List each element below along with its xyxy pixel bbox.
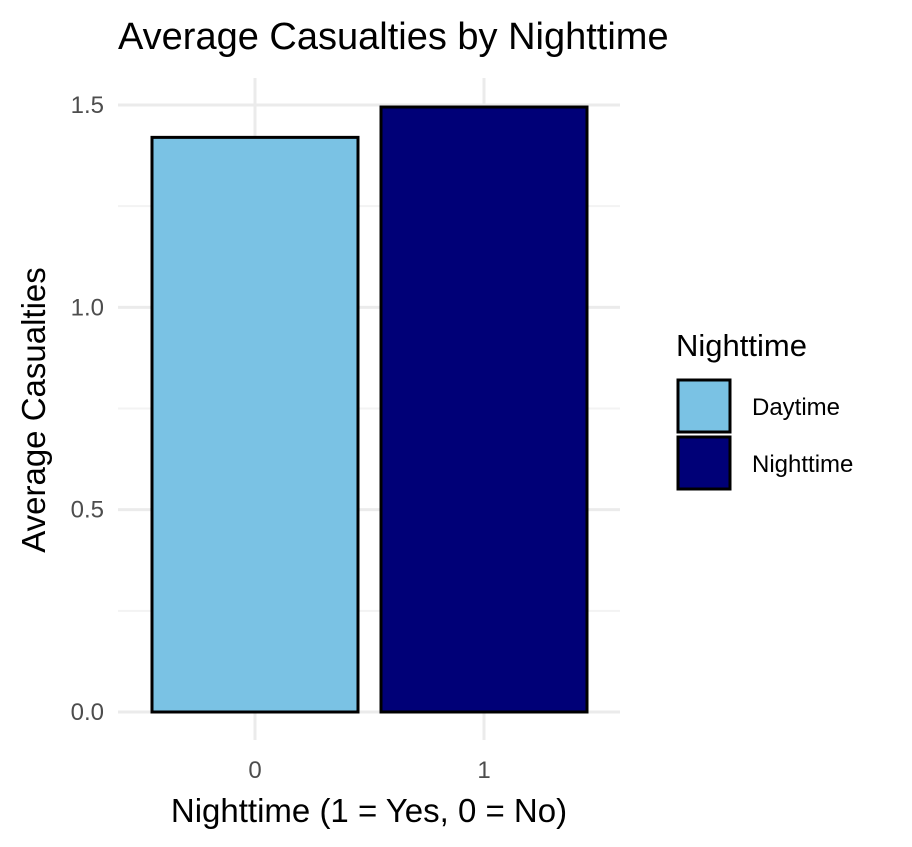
legend-entry: Nighttime (676, 435, 853, 491)
legend-entry: Daytime (676, 378, 840, 434)
x-tick-label: 1 (477, 757, 490, 784)
legend-swatch (676, 435, 732, 491)
bar-1 (379, 105, 589, 714)
y-tick-label: 1.0 (71, 294, 104, 321)
y-axis-title: Average Casualties (15, 267, 52, 553)
legend-label: Daytime (752, 394, 840, 421)
legend: Nighttime Daytime Nighttime (676, 328, 853, 491)
legend-label: Nighttime (752, 451, 853, 478)
bar-0 (150, 135, 360, 714)
x-tick-label: 0 (248, 757, 261, 784)
legend-entries: Daytime Nighttime (676, 378, 853, 491)
legend-swatch (676, 378, 732, 434)
y-tick-label: 0.0 (71, 699, 104, 726)
y-tick-labels: 0.0 0.5 1.0 1.5 (71, 92, 104, 726)
legend-title: Nighttime (676, 328, 807, 363)
bars (150, 105, 589, 714)
y-tick-label: 0.5 (71, 497, 104, 524)
chart-title: Average Casualties by Nighttime (118, 16, 669, 58)
y-tick-label: 1.5 (71, 92, 104, 119)
x-axis-title: Nighttime (1 = Yes, 0 = No) (171, 792, 567, 829)
